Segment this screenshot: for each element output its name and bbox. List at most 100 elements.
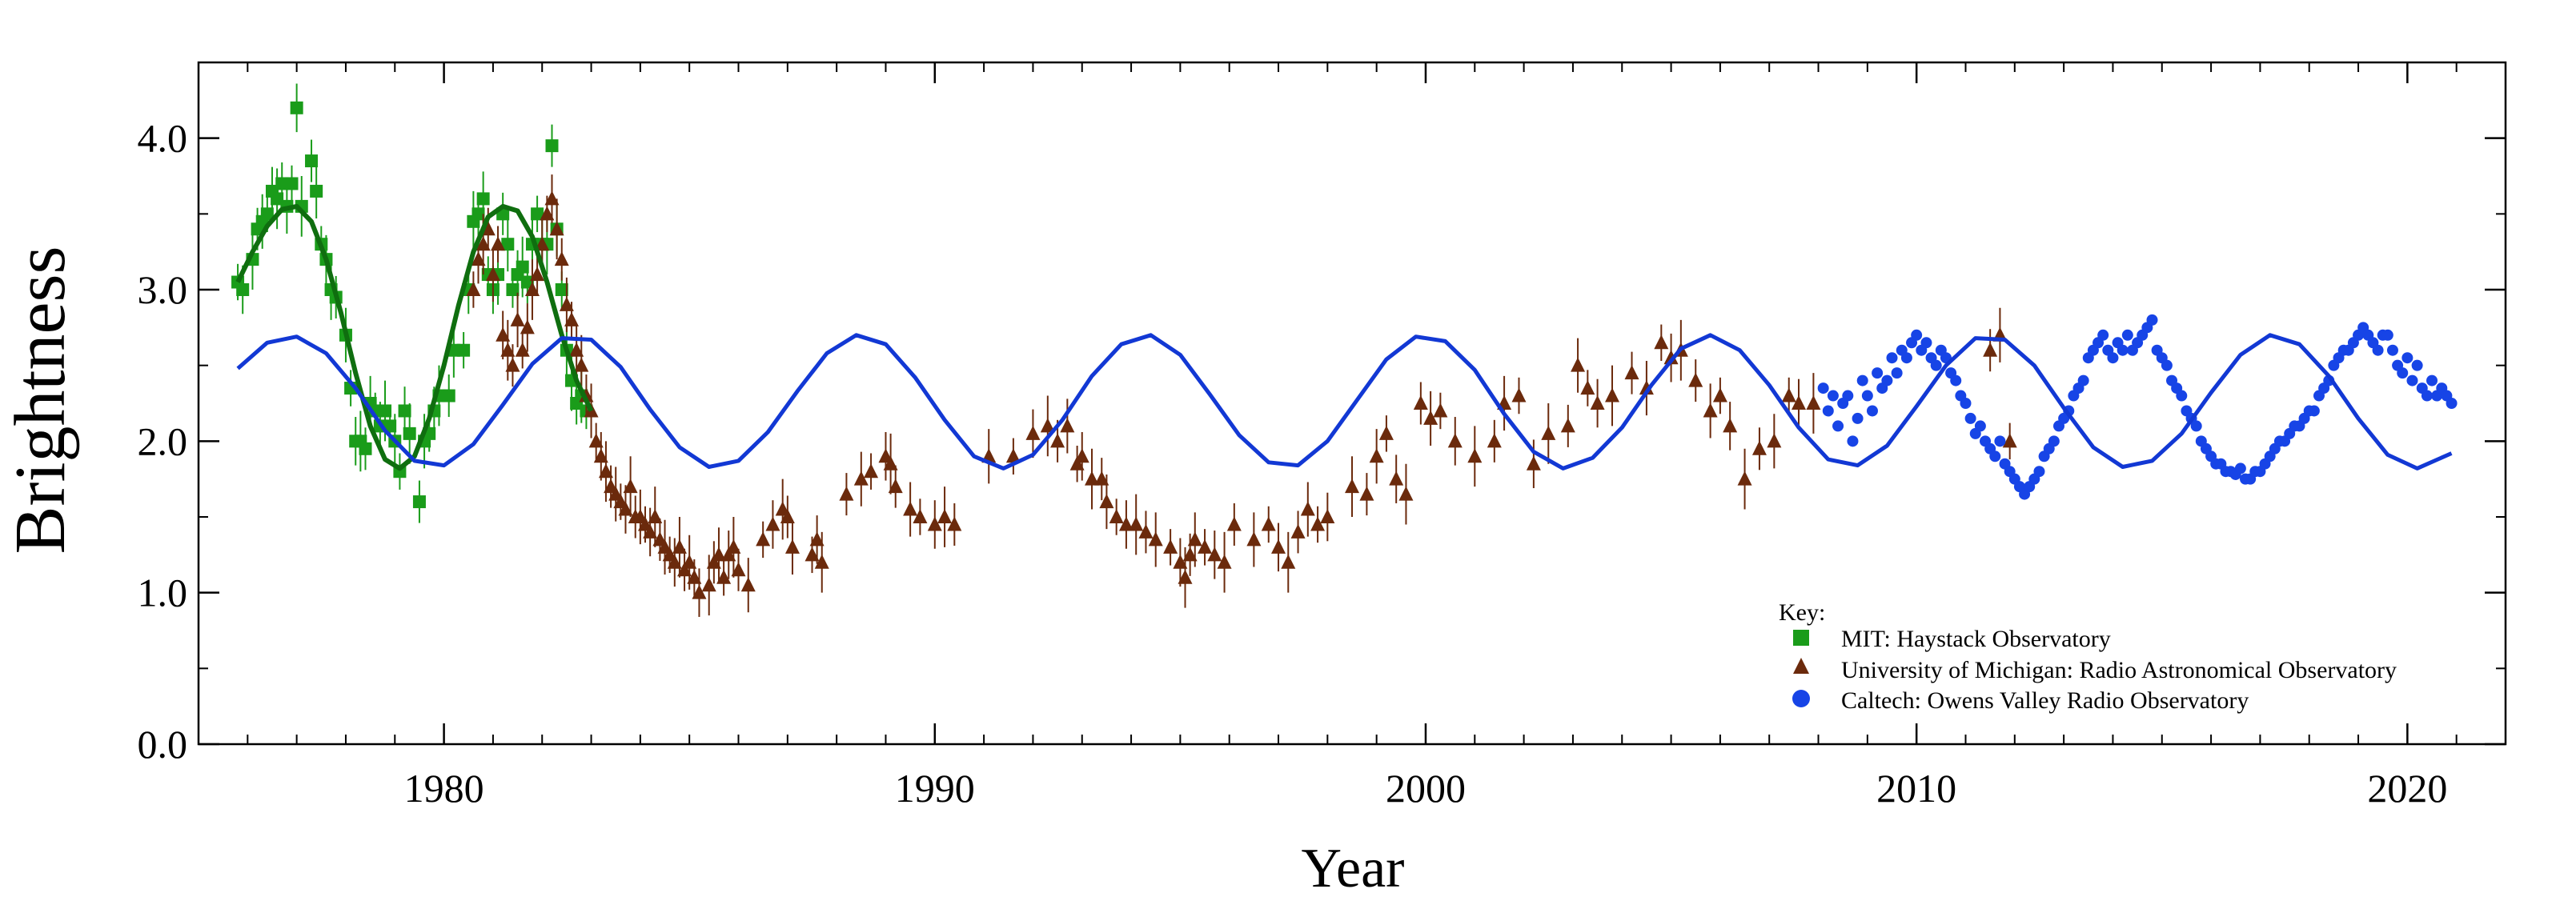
data-point-triangle [1178,569,1193,584]
data-point-triangle [883,455,898,471]
data-point-triangle [496,326,511,342]
data-point-triangle [1040,418,1055,433]
data-point-circle [2146,314,2158,326]
data-point-square [471,207,485,221]
data-point-triangle [784,539,800,554]
data-point-triangle [1217,554,1232,569]
data-point-triangle [1806,395,1821,410]
data-point-circle [1900,352,1912,364]
data-point-triangle [814,554,829,569]
data-point-triangle [711,547,726,562]
data-point-triangle [530,266,545,282]
data-point-triangle [1060,418,1075,433]
data-point-square [476,192,490,206]
data-point-triangle [672,539,687,554]
data-point-triangle [643,523,658,539]
data-point-circle [1872,367,1884,379]
data-point-circle [1842,390,1854,402]
data-point-triangle [1604,387,1619,402]
data-point-circle [1950,374,1962,386]
plot-area [197,61,2507,746]
data-point-triangle [1118,516,1134,531]
data-point-triangle [1320,509,1335,523]
data-point-circle [1911,329,1923,341]
data-point-triangle [853,471,869,486]
data-point-triangle [1423,410,1438,425]
data-point-circle [2176,390,2188,402]
data-point-square [359,442,372,455]
data-point-square [310,184,323,198]
data-point-triangle [623,479,638,494]
data-point-triangle [701,577,716,592]
data-point-triangle [480,221,496,236]
legend-title: Key: [1779,599,1825,626]
model-sinusoid-curve [236,333,2453,471]
data-point-triangle [1541,425,1556,440]
data-point-circle [1822,405,1834,417]
data-point-triangle [1310,516,1326,531]
data-point-triangle [1398,486,1414,501]
data-point-square [305,154,319,168]
data-point-triangle [1378,425,1394,440]
x-tick-label: 2020 [2367,766,2447,811]
data-point-square [545,139,559,153]
data-point-triangle [593,448,608,463]
data-point-circle [1994,435,2006,447]
data-point-triangle [1094,471,1109,486]
data-point-triangle [1389,471,1404,486]
data-point-triangle [1345,479,1359,494]
data-point-triangle [1085,471,1100,486]
data-point-square [555,283,568,296]
data-point-triangle [692,584,707,599]
data-point-triangle [505,357,520,372]
data-point-triangle [1447,433,1463,448]
data-point-triangle [809,531,825,547]
data-point-square [236,283,250,296]
data-point-square [403,426,416,440]
data-point-triangle [1703,402,1718,418]
data-point-triangle [756,531,771,547]
data-point-triangle [520,319,535,334]
data-point-circle [1886,352,1898,364]
data-point-triangle [485,266,500,282]
data-point-circle [2308,405,2320,417]
data-point-triangle [549,221,564,236]
plot-frame [197,61,2507,746]
y-tick-label: 4.0 [138,116,188,161]
data-point-triangle [839,486,854,501]
data-point-circle [2161,359,2173,371]
x-tick-label: 2000 [1386,766,1466,811]
data-point-triangle [1050,433,1065,448]
series-triangle [466,174,2017,617]
data-point-triangle [1654,334,1669,350]
data-point-triangle [947,516,962,531]
data-point-triangle [1173,554,1188,569]
data-point-triangle [1069,455,1085,471]
legend-marker-michigan [1793,658,1809,674]
data-point-triangle [1560,418,1575,433]
data-point-triangle [1663,350,1679,365]
data-point-triangle [1290,523,1306,539]
data-point-square [398,404,411,418]
data-point-circle [2421,390,2433,402]
data-point-square [531,207,544,221]
data-point-triangle [913,509,928,523]
fit-layer [235,203,594,471]
data-point-circle [1817,382,1829,394]
data-point-triangle [524,282,540,296]
data-point-circle [1856,374,1868,386]
data-point-triangle [471,251,486,266]
data-point-circle [1861,390,1873,402]
data-point-triangle [667,554,682,569]
data-point-triangle [1163,539,1178,554]
data-point-triangle [588,433,604,448]
data-point-triangle [716,569,732,584]
data-point-triangle [1983,342,1998,357]
data-point-square [457,343,471,357]
data-point-triangle [804,547,820,562]
data-point-triangle [1300,501,1315,516]
data-point-square [506,283,520,296]
data-point-square [260,207,274,221]
legend-label-michigan: University of Michigan: Radio Astronomic… [1841,657,2397,683]
